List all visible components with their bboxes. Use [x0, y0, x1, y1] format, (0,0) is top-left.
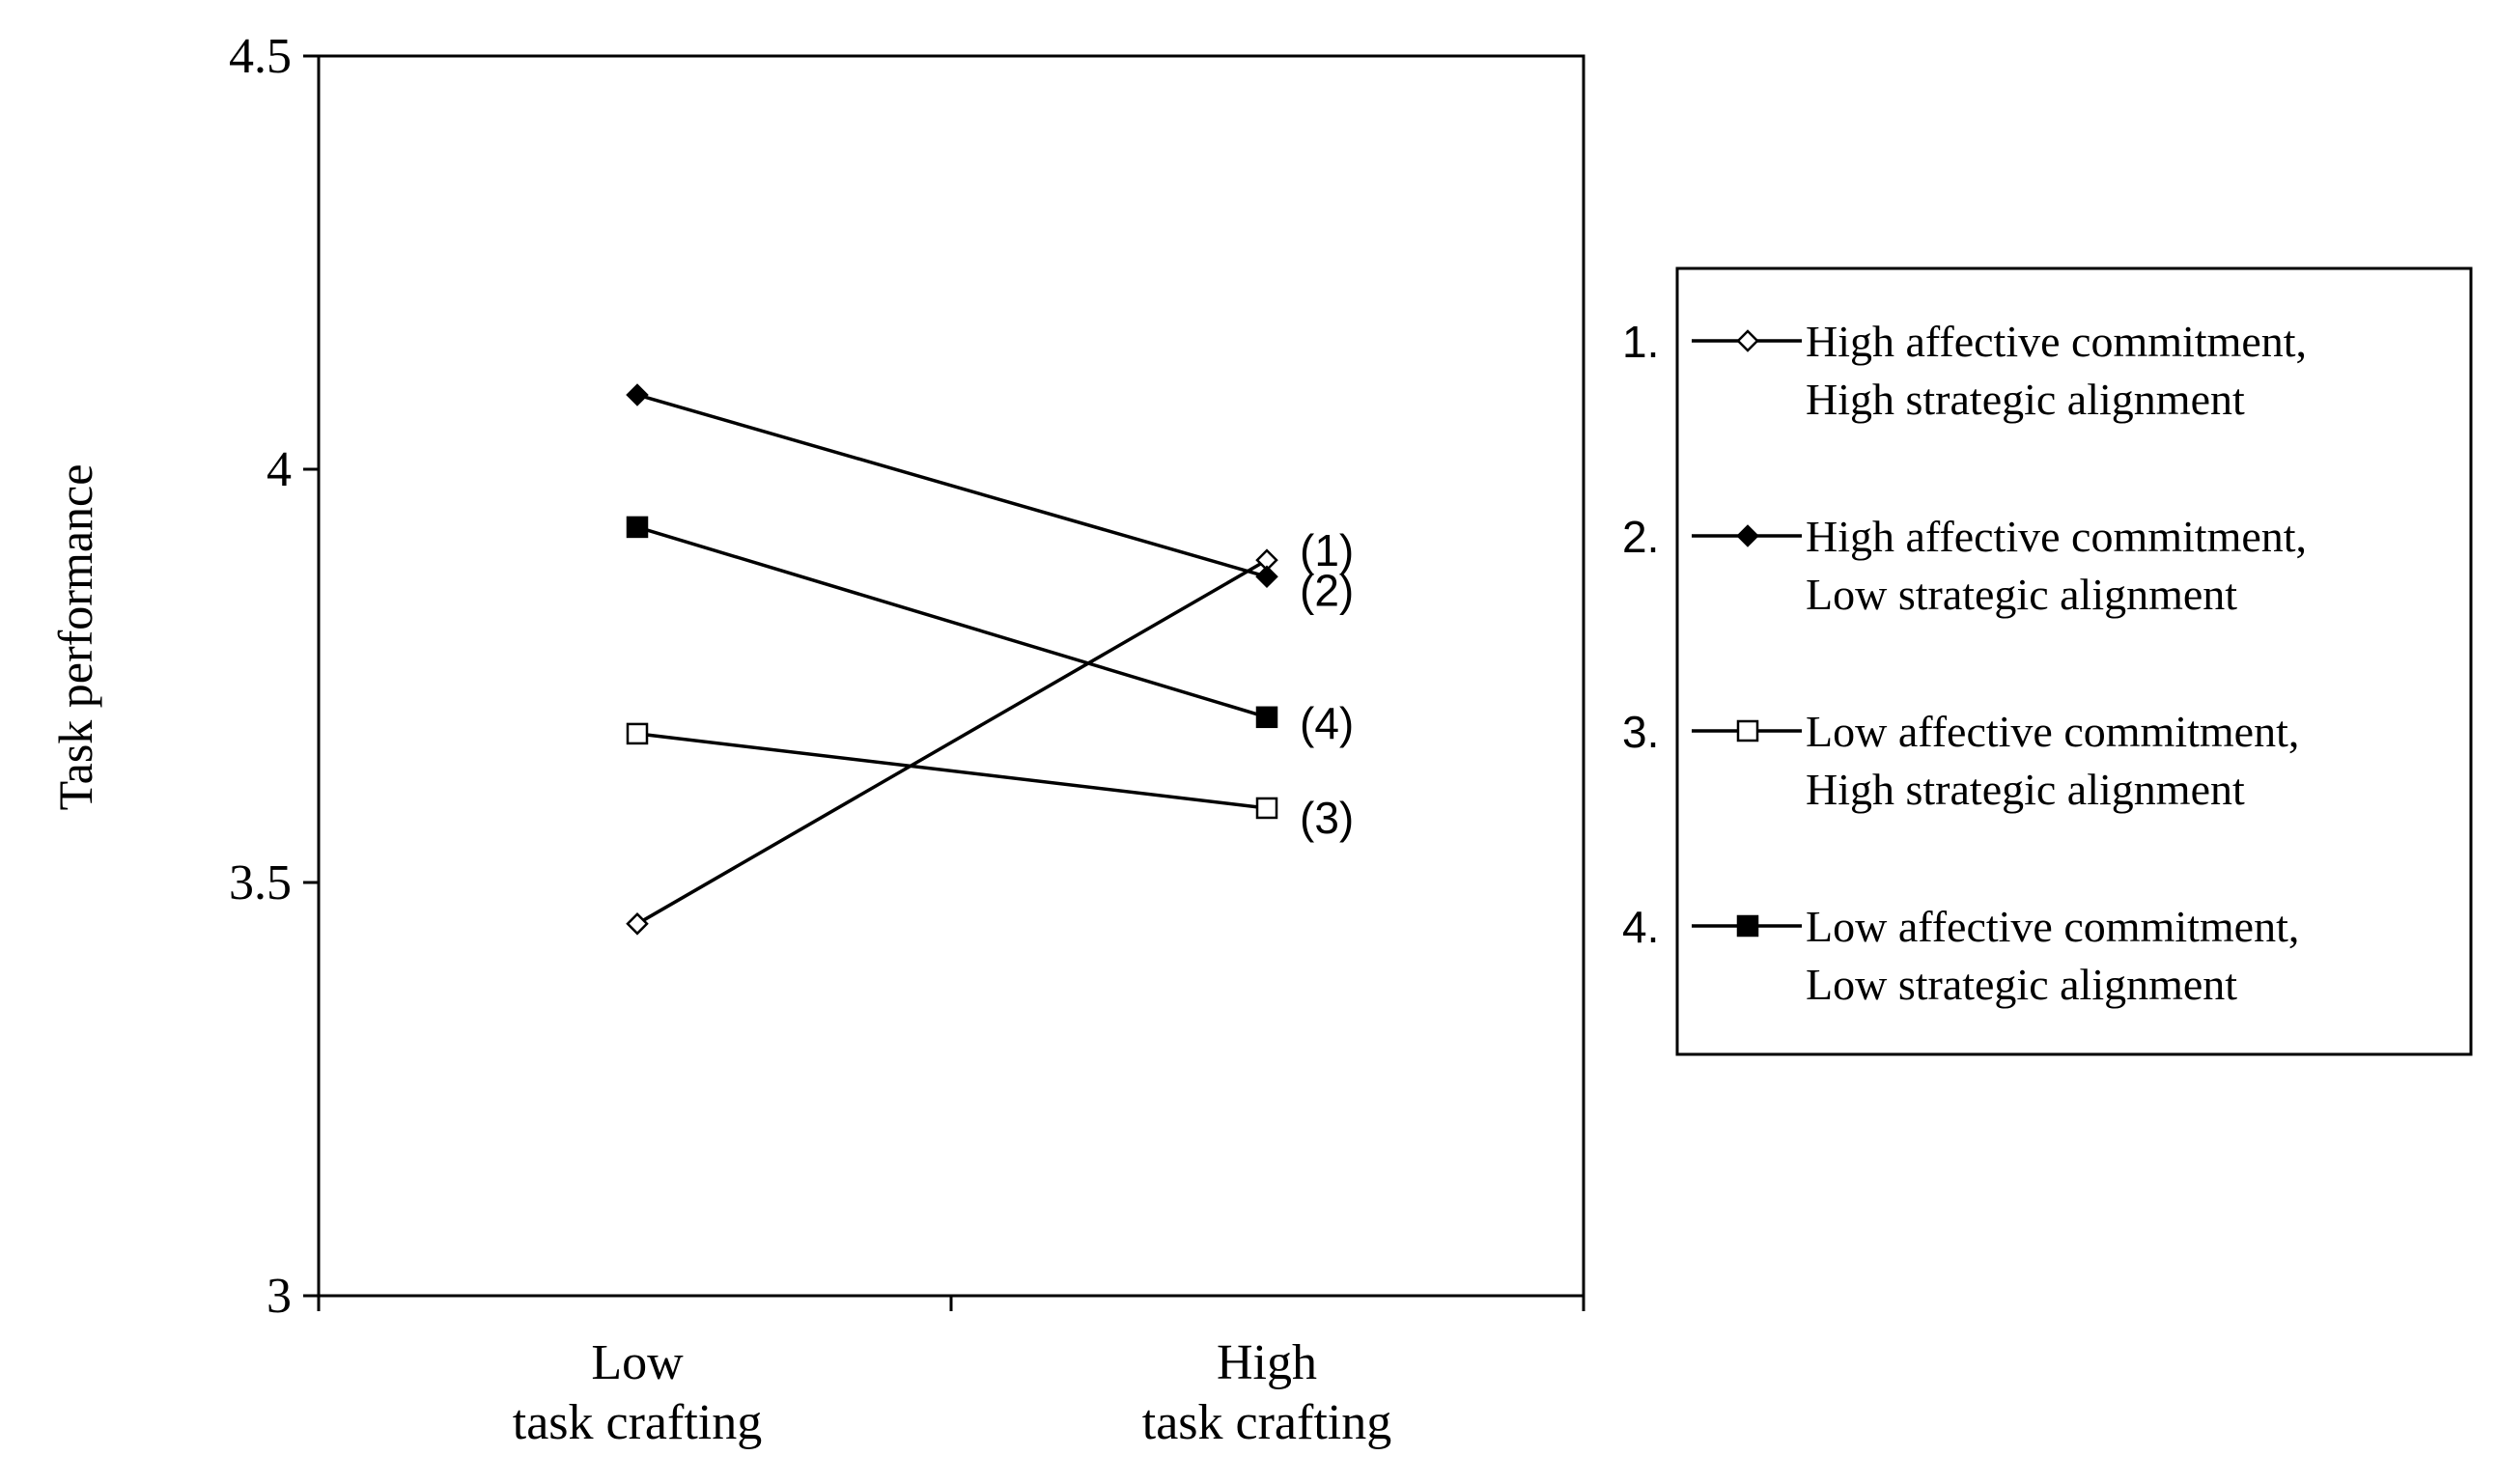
- y-tick-label: 3: [267, 1269, 292, 1324]
- legend-item-2: 2. High affective commitment, Low strategi…: [1622, 512, 2307, 619]
- series-line: [636, 393, 1268, 578]
- legend-item-number: 3.: [1622, 707, 1659, 757]
- y-axis-title: Task performance: [48, 464, 102, 811]
- series-2: [626, 383, 1278, 589]
- plot-area: [317, 54, 1585, 1298]
- legend-label: High affective commitment, Low strategic …: [1806, 512, 2307, 619]
- x-category-label: High task crafting: [1142, 1335, 1391, 1450]
- series-line: [636, 732, 1268, 810]
- legend-label: Low affective commitment, High strategic …: [1806, 707, 2299, 814]
- data-point: [626, 722, 649, 745]
- legend-box: [1675, 266, 2473, 1056]
- legend-label-line: Low strategic alignment: [1806, 570, 2237, 619]
- series-end-label: (2): [1300, 565, 1354, 615]
- legend-label-line: High affective commitment,: [1806, 512, 2307, 561]
- y-tick-label: 3.5: [229, 855, 292, 910]
- legend-label: Low affective commitment, Low strategic a…: [1806, 902, 2299, 1009]
- legend: 1. High affective commitment, High strateg…: [1622, 266, 2473, 1056]
- data-point: [1255, 797, 1278, 820]
- legend-label: High affective commitment, High strategic…: [1806, 317, 2307, 424]
- legend-item-4: 4. Low affective commitment, Low strategic…: [1622, 902, 2299, 1009]
- data-point: [626, 383, 649, 406]
- x-category-label-line: task crafting: [513, 1395, 762, 1450]
- series-end-label: (3): [1300, 793, 1354, 843]
- series-line: [636, 558, 1268, 926]
- y-axis: 3 3.5 4 4.5: [229, 29, 319, 1324]
- series-4: [626, 516, 1278, 729]
- end-labels: (1)(2) (3) (4): [1300, 525, 1354, 843]
- legend-label-line: High strategic alignment: [1806, 375, 2245, 424]
- legend-item-3: 3. Low affective commitment, High strategi…: [1622, 707, 2299, 814]
- x-category-label-line: High: [1217, 1335, 1317, 1390]
- series-1: [626, 548, 1278, 936]
- y-tick-label: 4.5: [229, 29, 292, 84]
- data-point: [1255, 706, 1278, 729]
- y-tick-label: 4: [267, 442, 292, 497]
- legend-label-line: High strategic alignment: [1806, 765, 2245, 814]
- data-point: [626, 912, 649, 936]
- x-category-label-line: Low: [591, 1335, 684, 1390]
- legend-marker: [1736, 719, 1759, 742]
- data-point: [1255, 565, 1278, 589]
- legend-marker: [1736, 914, 1759, 938]
- legend-item-number: 1.: [1622, 317, 1659, 367]
- legend-label-line: High affective commitment,: [1806, 317, 2307, 366]
- plot-border: [317, 54, 1585, 1298]
- series-end-label: (1): [1300, 525, 1354, 575]
- legend-marker: [1736, 524, 1759, 547]
- data-point: [626, 516, 649, 539]
- series-end-label: (4): [1300, 698, 1354, 748]
- legend-label-line: Low affective commitment,: [1806, 707, 2299, 756]
- series-line: [636, 525, 1268, 719]
- x-category-label-line: task crafting: [1142, 1395, 1391, 1450]
- series-layer: [626, 383, 1278, 936]
- legend-item-1: 1. High affective commitment, High strateg…: [1622, 317, 2307, 424]
- series-3: [626, 722, 1278, 820]
- legend-item-number: 4.: [1622, 902, 1659, 952]
- legend-label-line: Low affective commitment,: [1806, 902, 2299, 951]
- legend-marker: [1736, 329, 1759, 352]
- x-category-label: Low task crafting: [513, 1335, 762, 1450]
- legend-label-line: Low strategic alignment: [1806, 960, 2237, 1009]
- legend-item-number: 2.: [1622, 512, 1659, 562]
